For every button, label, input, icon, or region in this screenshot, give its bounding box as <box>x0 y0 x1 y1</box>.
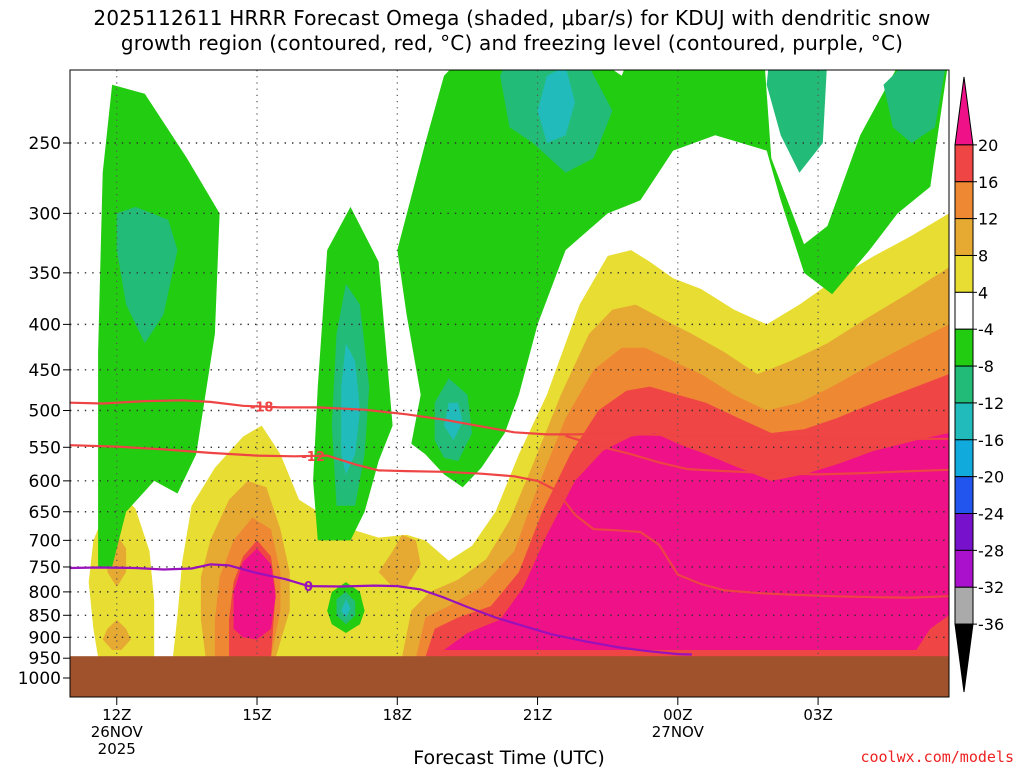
contour-line-0 <box>70 563 692 656</box>
chart-title-line-1: 2025112611 HRRR Forecast Omega (shaded, … <box>93 6 931 30</box>
omega-region-green-18 <box>397 70 948 488</box>
colorbar-tick-label-5: -4 <box>978 320 994 339</box>
contour-line--12 <box>70 444 949 599</box>
omega-region-magenta-11 <box>233 548 276 640</box>
colorbar-tick-label-3: 8 <box>978 246 988 265</box>
colorbar-bin-6 <box>954 328 974 367</box>
y-tick-label-750: 750 <box>29 558 61 578</box>
colorbar-bin-top <box>954 76 974 146</box>
colorbar-tick-label-11: -28 <box>978 541 1004 560</box>
y-tick-label-950: 950 <box>29 649 61 669</box>
y-tick-label-800: 800 <box>29 583 61 603</box>
colorbar-bin-10 <box>954 476 974 515</box>
x-tick-label-03Z: 03Z <box>803 706 832 724</box>
omega-region-teal-22 <box>537 70 575 143</box>
x-tick-date-26NOV: 26NOV <box>91 723 144 741</box>
y-tick-label-700: 700 <box>29 531 61 551</box>
colorbar-tick-label-0: 20 <box>978 136 998 155</box>
chart-title: 2025112611 HRRR Forecast Omega (shaded, … <box>0 6 1024 56</box>
contour-label-0: 0 <box>304 580 313 595</box>
y-tick-label-650: 650 <box>29 503 61 523</box>
y-tick-label-250: 250 <box>29 134 61 154</box>
omega-region-gold-5 <box>378 534 421 587</box>
x-tick-label-18Z: 18Z <box>383 706 412 724</box>
colorbar-bin-1 <box>954 144 974 183</box>
omega-region-teal-27 <box>341 599 351 618</box>
temperature-contours: -18 -12 0 <box>70 399 949 656</box>
y-tick-label-500: 500 <box>29 402 61 422</box>
pressure-axis: 2503003504004505005506006507007508008509… <box>18 134 70 689</box>
contour-label--18: -18 <box>250 401 274 416</box>
y-tick-label-350: 350 <box>29 264 61 284</box>
x-tick-label-12Z: 12Z <box>102 706 131 724</box>
omega-region-seagreen-24 <box>883 70 945 143</box>
y-tick-label-450: 450 <box>29 361 61 381</box>
y-tick-label-300: 300 <box>29 204 61 224</box>
colorbar-tick-label-12: -32 <box>978 578 1004 597</box>
colorbar-bin-2 <box>954 181 974 220</box>
colorbar: 20 16 12 8 4 -4 -8 -12 -16 -20 -24 -28 -32 -36 <box>954 76 1004 693</box>
colorbar-bin-3 <box>954 218 974 256</box>
colorbar-bin-9 <box>954 439 974 478</box>
colorbar-tick-label-4: 4 <box>978 283 988 302</box>
x-axis-label: Forecast Time (UTC) <box>413 747 604 768</box>
colorbar-bin-13 <box>954 586 974 625</box>
colorbar-bin-11 <box>954 513 974 551</box>
colorbar-bin-5 <box>954 291 974 330</box>
plot-frame <box>69 69 950 698</box>
colorbar-bin-12 <box>954 549 974 588</box>
omega-shading <box>88 70 949 658</box>
y-tick-label-600: 600 <box>29 472 61 492</box>
x-tick-label-21Z: 21Z <box>523 706 552 724</box>
colorbar-tick-label-7: -12 <box>978 394 1004 413</box>
y-tick-label-550: 550 <box>29 438 61 458</box>
y-tick-label-900: 900 <box>29 628 61 648</box>
colorbar-tick-label-13: -36 <box>978 615 1004 634</box>
colorbar-tick-label-6: -8 <box>978 357 994 376</box>
contour-label--12: -12 <box>301 450 325 465</box>
colorbar-tick-label-10: -24 <box>978 505 1004 524</box>
contour-line-unlabeled-2 <box>565 434 949 476</box>
x-tick-year-2025: 2025 <box>98 740 136 758</box>
credit-link[interactable]: coolwx.com/models <box>860 748 1014 766</box>
omega-region-seagreen-23 <box>766 70 827 173</box>
colorbar-bin-4 <box>954 254 974 293</box>
x-tick-date-27NOV: 27NOV <box>652 723 705 741</box>
y-tick-label-850: 850 <box>29 606 61 626</box>
y-tick-label-1000: 1000 <box>18 669 61 689</box>
colorbar-bin-7 <box>954 365 974 404</box>
x-tick-label-15Z: 15Z <box>242 706 271 724</box>
y-tick-label-400: 400 <box>29 315 61 335</box>
colorbar-tick-label-9: -20 <box>978 468 1004 487</box>
contour-line--18 <box>70 399 949 440</box>
colorbar-bin-bottom <box>954 623 974 693</box>
colorbar-bin-8 <box>954 402 974 441</box>
x-tick-label-00Z: 00Z <box>663 706 692 724</box>
chart-title-line-2: growth region (contoured, red, °C) and f… <box>120 31 904 55</box>
ground-below-surface <box>70 656 949 697</box>
colorbar-tick-label-8: -16 <box>978 431 1004 450</box>
colorbar-tick-label-1: 16 <box>978 173 998 192</box>
colorbar-tick-label-2: 12 <box>978 210 998 229</box>
omega-region-seagreen-14 <box>116 206 178 344</box>
